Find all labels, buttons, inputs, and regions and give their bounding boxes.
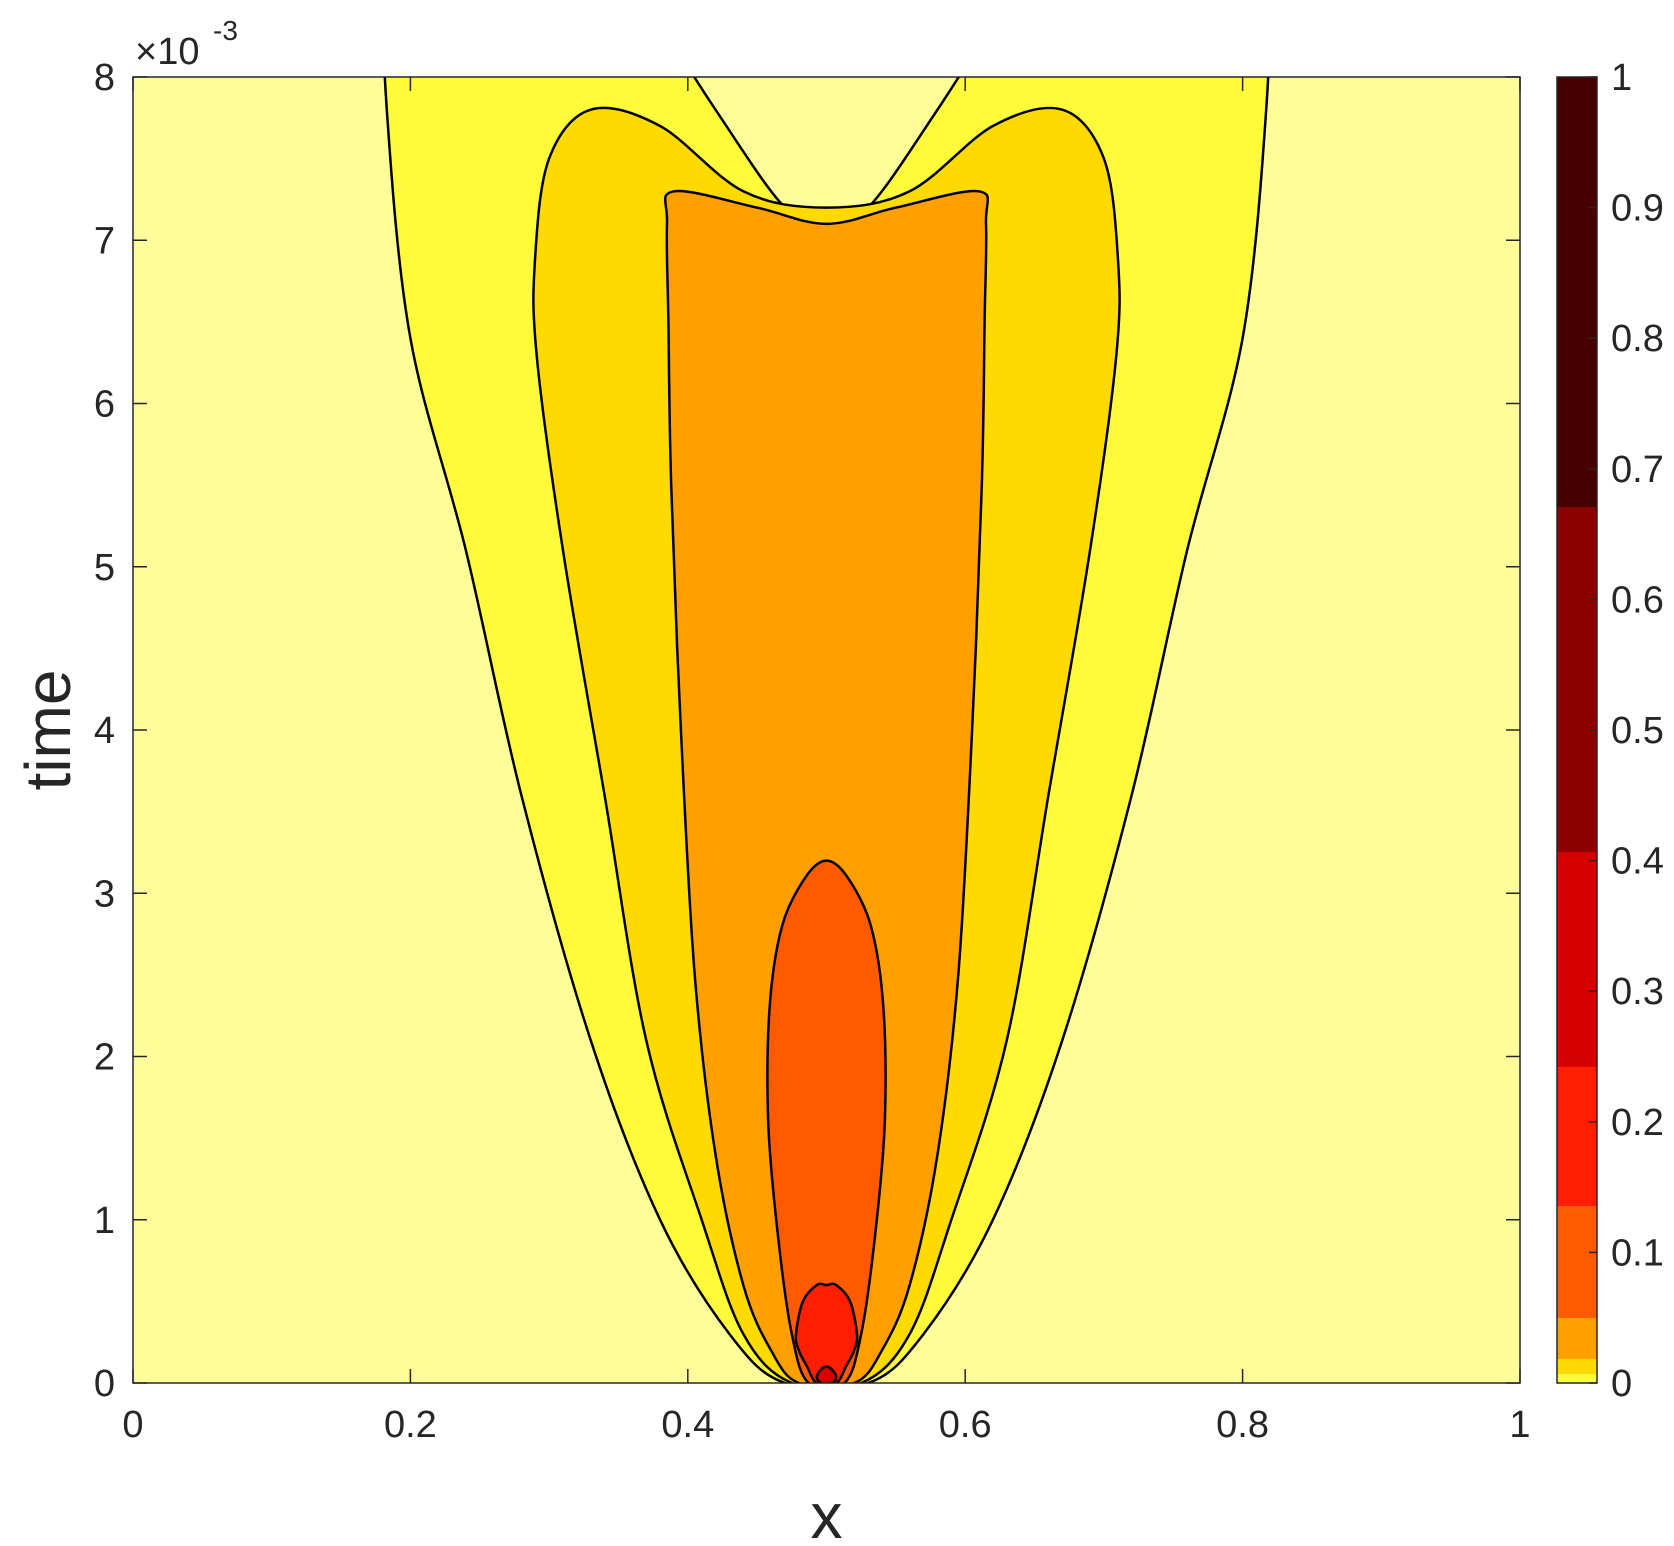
plot-area bbox=[132, 76, 1521, 1384]
colorbar-ticks: 0 0.1 0.2 0.3 0.4 0.5 0.6 0.7 0.8 0.9 1 bbox=[1589, 57, 1664, 1405]
x-tick-label: 0.4 bbox=[661, 1404, 714, 1446]
y-axis-title: time bbox=[12, 670, 84, 791]
colorbar-band bbox=[1557, 1067, 1597, 1207]
y-axis-ticks: 0 1 2 3 4 5 6 7 8 bbox=[94, 57, 1520, 1405]
colorbar-tick-label: 0.2 bbox=[1611, 1102, 1664, 1144]
y-tick-label: 7 bbox=[94, 220, 115, 262]
y-tick-label: 5 bbox=[94, 547, 115, 589]
x-tick-label: 1 bbox=[1509, 1404, 1530, 1446]
colorbar-band bbox=[1557, 507, 1597, 852]
colorbar-tick-label: 0 bbox=[1611, 1363, 1632, 1405]
colorbar: 0 0.1 0.2 0.3 0.4 0.5 0.6 0.7 0.8 0.9 1 bbox=[1556, 57, 1664, 1405]
colorbar-tick-label: 0.1 bbox=[1611, 1232, 1664, 1274]
y-tick-label: 1 bbox=[94, 1200, 115, 1242]
colorbar-tick-label: 0.4 bbox=[1611, 841, 1664, 883]
x-axis-ticks: 0 0.2 0.4 0.6 0.8 1 bbox=[122, 77, 1531, 1446]
y-tick-label: 0 bbox=[94, 1363, 115, 1405]
colorbar-tick-label: 0.7 bbox=[1611, 449, 1664, 491]
colorbar-tick-label: 0.3 bbox=[1611, 971, 1664, 1013]
colorbar-band bbox=[1557, 1317, 1597, 1360]
x-axis-title: x bbox=[811, 1480, 843, 1546]
colorbar-band bbox=[1557, 77, 1597, 508]
colorbar-band bbox=[1557, 1359, 1597, 1375]
y-tick-label: 2 bbox=[94, 1037, 115, 1079]
y-tick-label: 6 bbox=[94, 384, 115, 426]
colorbar-band bbox=[1557, 1206, 1597, 1318]
contour-region-fourth bbox=[766, 859, 887, 1383]
x-tick-label: 0.8 bbox=[1216, 1404, 1269, 1446]
y-tick-label: 8 bbox=[94, 57, 115, 99]
contour-region-sixth bbox=[815, 1365, 838, 1383]
contour-region-third bbox=[663, 189, 990, 1383]
colorbar-tick-label: 0.5 bbox=[1611, 710, 1664, 752]
colorbar-tick-label: 0.6 bbox=[1611, 579, 1664, 621]
colorbar-tick-label: 1 bbox=[1611, 57, 1632, 99]
colorbar-tick-label: 0.8 bbox=[1611, 318, 1664, 360]
contour-regions bbox=[383, 77, 1270, 1383]
y-axis-exponent-label: ×10 bbox=[135, 31, 199, 73]
colorbar-band bbox=[1557, 1374, 1597, 1383]
contour-region-fifth bbox=[794, 1282, 859, 1383]
y-tick-label: 3 bbox=[94, 873, 115, 915]
colorbar-tick-label: 0.9 bbox=[1611, 188, 1664, 230]
y-axis-exponent-power: -3 bbox=[213, 15, 238, 46]
x-tick-label: 0 bbox=[122, 1404, 143, 1446]
y-tick-label: 4 bbox=[94, 710, 115, 752]
colorbar-band bbox=[1557, 851, 1597, 1068]
colorbar-bands bbox=[1557, 77, 1597, 1383]
x-tick-label: 0.6 bbox=[939, 1404, 992, 1446]
x-tick-label: 0.2 bbox=[384, 1404, 437, 1446]
